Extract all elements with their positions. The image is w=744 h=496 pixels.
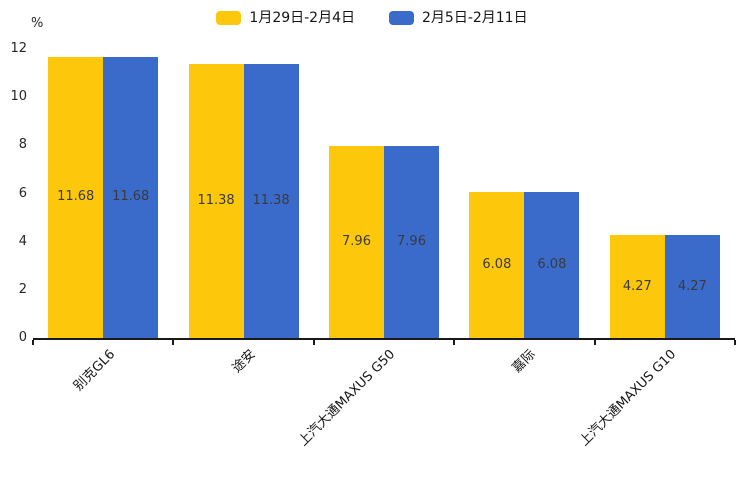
bar-value-label: 7.96 [342,234,371,250]
y-tick-label: 6 [18,185,27,201]
y-tick-label: 2 [18,281,27,297]
bar-series2 [243,63,299,338]
bar-value-label: 11.68 [112,189,150,205]
y-tick-label: 12 [10,41,27,56]
legend-swatch-blue-icon [389,11,414,25]
x-axis-line [33,338,735,340]
x-tick [172,340,175,345]
category-label: 途安 [229,347,259,377]
bar-series2 [384,146,439,338]
x-tick [312,340,315,345]
bar-value-label: 11.68 [57,189,95,205]
bar-value-label: 11.38 [252,192,290,208]
bar-series1 [329,146,384,338]
bar-value-label: 6.08 [537,256,567,272]
bar-series1 [469,191,525,338]
bar-value-label: 11.38 [197,192,235,208]
bar-series1 [48,56,104,338]
legend: 1月29日-2月4日 2月5日-2月11日 [0,8,744,28]
x-tick [32,340,34,345]
legend-label-week1: 1月29日-2月4日 [249,10,355,26]
legend-swatch-yellow-icon [216,11,242,25]
category-label: 嘉际 [510,347,540,377]
legend-label-week2: 2月5日-2月11日 [422,10,528,26]
bar-series2 [103,56,159,338]
bar-series1 [188,63,244,338]
x-tick [734,340,736,345]
bar-value-label: 4.27 [677,278,707,294]
category-label: 上汽大通MAXUS G50 [296,347,399,450]
bar-value-label: 4.27 [622,278,652,294]
bar-series2 [664,235,720,338]
legend-item-week2: 2月5日-2月11日 [389,9,528,27]
x-tick [593,340,596,345]
bar-value-label: 7.96 [397,234,426,250]
bar-series2 [524,191,580,338]
bar-series1 [609,235,665,338]
y-tick-label: 10 [10,89,27,105]
x-tick [453,340,456,345]
y-axis-unit-label: % [31,16,44,31]
y-tick-label: 4 [18,233,27,249]
category-label: 上汽大通MAXUS G10 [577,347,680,450]
bar-value-label: 6.08 [482,256,512,272]
category-label: 别克GL6 [70,347,118,395]
legend-item-week1: 1月29日-2月4日 [216,9,355,27]
y-tick-label: 0 [18,330,27,345]
y-tick-label: 8 [18,137,27,153]
